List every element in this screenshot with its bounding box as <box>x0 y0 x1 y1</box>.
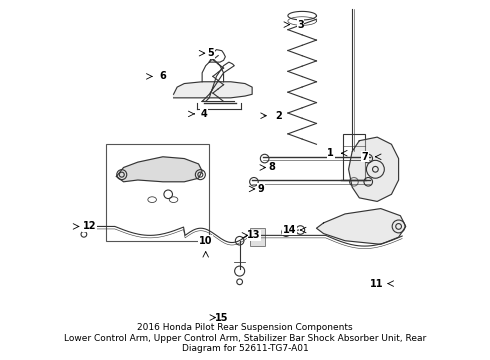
Text: 3: 3 <box>297 19 304 30</box>
Polygon shape <box>317 208 406 244</box>
Text: 10: 10 <box>199 236 213 246</box>
Text: 6: 6 <box>159 71 166 81</box>
Text: 2: 2 <box>275 111 282 121</box>
Bar <box>249 228 266 246</box>
Polygon shape <box>117 157 202 182</box>
Text: 7: 7 <box>361 152 368 162</box>
Text: 15: 15 <box>215 312 228 323</box>
Bar <box>106 144 209 241</box>
Text: 9: 9 <box>258 184 265 194</box>
Polygon shape <box>348 137 398 202</box>
Text: 14: 14 <box>283 225 296 235</box>
Text: 4: 4 <box>200 109 207 119</box>
Polygon shape <box>173 82 252 98</box>
Text: 12: 12 <box>83 221 97 231</box>
Text: 13: 13 <box>247 230 261 240</box>
Text: 11: 11 <box>370 279 384 289</box>
Text: 5: 5 <box>208 48 215 58</box>
Text: 1: 1 <box>327 148 334 158</box>
Text: 8: 8 <box>269 162 275 172</box>
Text: 2016 Honda Pilot Rear Suspension Components
Lower Control Arm, Upper Control Arm: 2016 Honda Pilot Rear Suspension Compone… <box>64 323 426 353</box>
